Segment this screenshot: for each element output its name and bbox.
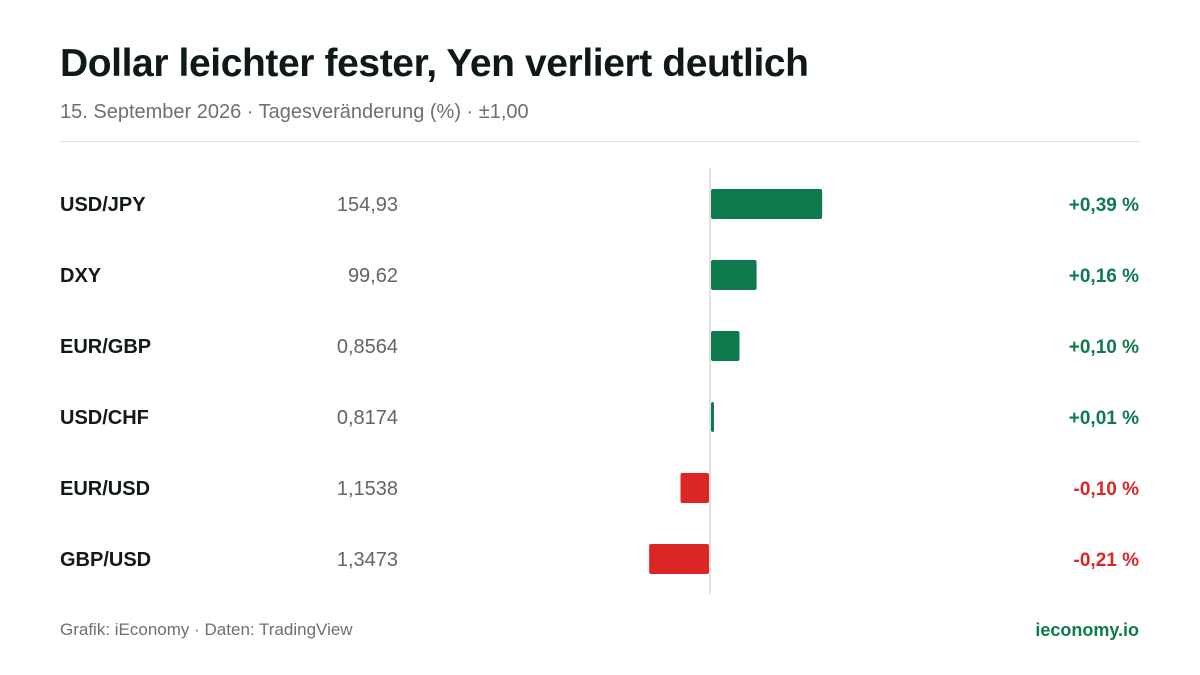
row-price-value: 99,62	[348, 265, 398, 287]
change-data-label: +0,01 %	[1069, 408, 1139, 429]
source-note: Grafik: iEconomy · Daten: TradingView	[60, 620, 353, 639]
change-bar	[649, 544, 709, 574]
row-price-value: 154,93	[337, 194, 398, 216]
change-bar	[711, 260, 757, 290]
row-pair-label: GBP/USD	[60, 549, 151, 571]
change-data-label: -0,10 %	[1074, 479, 1140, 500]
row-pair-label: USD/CHF	[60, 407, 149, 429]
header-divider	[60, 141, 1140, 142]
row-price-value: 1,1538	[337, 478, 398, 500]
chart-title: Dollar leichter fester, Yen verliert deu…	[60, 42, 809, 85]
change-data-label: +0,39 %	[1069, 195, 1139, 216]
chart-subtitle: 15. September 2026 · Tagesveränderung (%…	[60, 101, 529, 123]
row-price-value: 1,3473	[337, 549, 398, 571]
row-pair-label: EUR/USD	[60, 478, 150, 500]
change-data-label: +0,10 %	[1069, 337, 1139, 358]
change-bar-chart: USD/JPY 154,93 +0,39 % DXY 99,62 +0,16 % EUR/G…	[60, 168, 1140, 594]
change-bar	[711, 402, 714, 432]
change-bar	[711, 189, 823, 219]
change-bar	[711, 331, 740, 361]
brand-link[interactable]: ieconomy.io	[1035, 620, 1139, 640]
row-pair-label: EUR/GBP	[60, 336, 151, 358]
row-price-value: 0,8174	[337, 407, 398, 429]
change-data-label: +0,16 %	[1069, 266, 1139, 287]
change-data-label: -0,21 %	[1074, 550, 1140, 571]
row-price-value: 0,8564	[337, 336, 398, 358]
row-pair-label: USD/JPY	[60, 194, 146, 216]
row-pair-label: DXY	[60, 265, 102, 287]
change-bar	[680, 473, 709, 503]
